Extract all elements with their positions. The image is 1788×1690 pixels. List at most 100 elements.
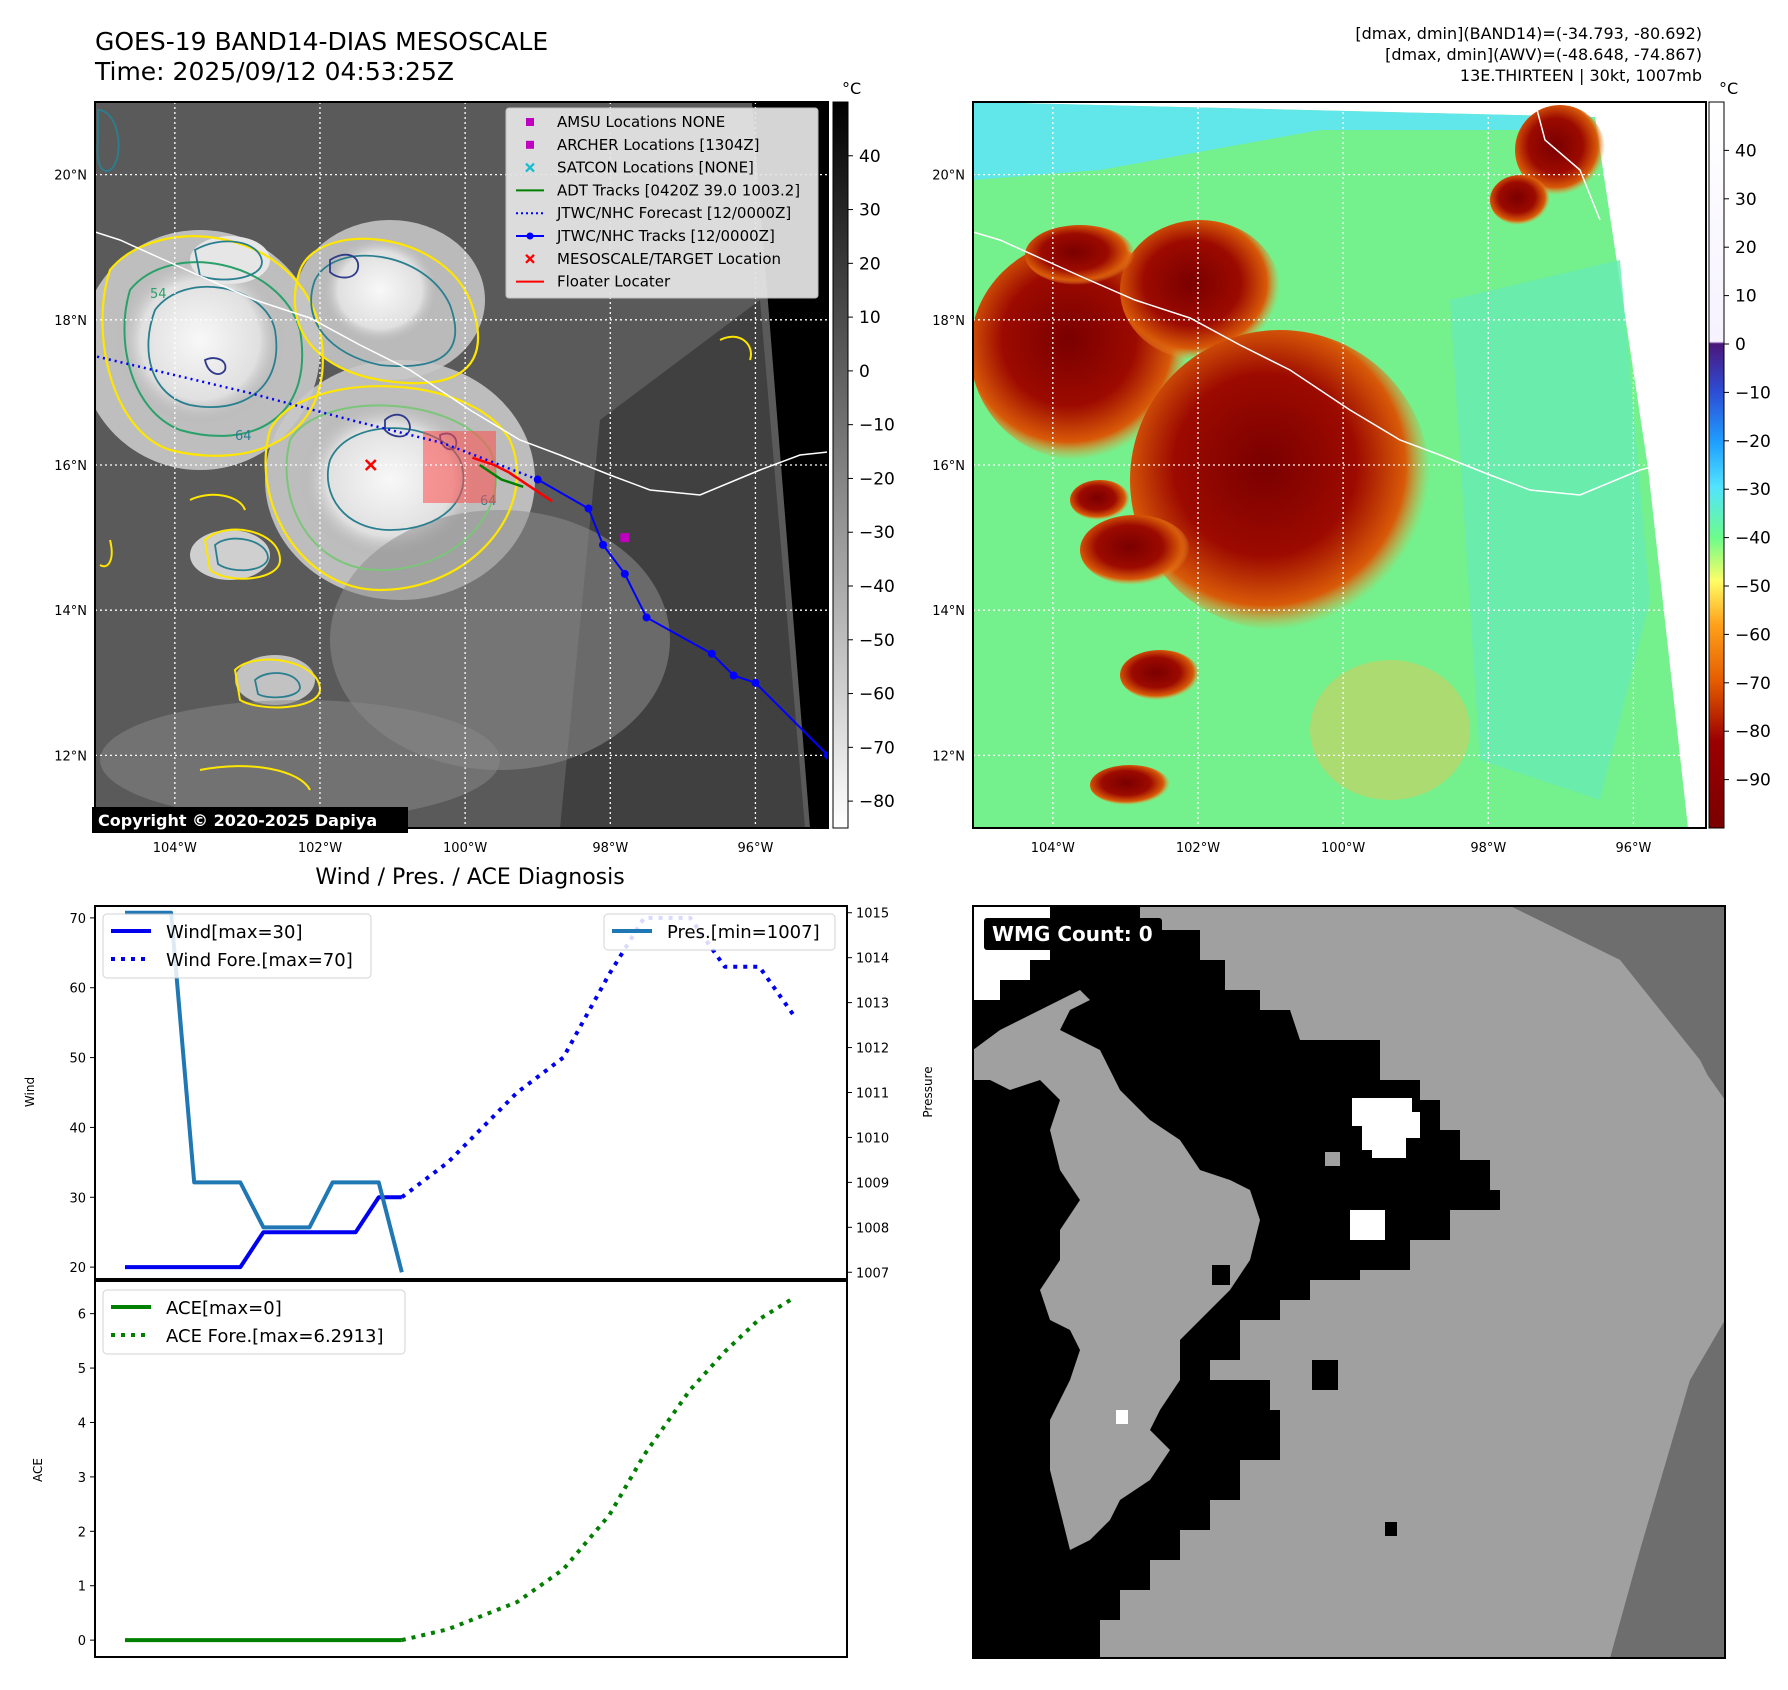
y-tick-label: 50 <box>69 1052 86 1067</box>
stats-band14: [dmax, dmin](BAND14)=(-34.793, -80.692) <box>1355 24 1702 43</box>
colorbar-tick-label: −30 <box>859 523 895 543</box>
ir-map-panel: 54 64 64 20°N18°N16°N14°N12°N 104°W102°W… <box>54 101 829 856</box>
lon-label: 102°W <box>298 841 342 856</box>
colorbar-tick-label: −30 <box>1735 480 1771 500</box>
y-tick-label: 1014 <box>856 952 889 967</box>
colorbar-tick-label: 20 <box>1735 238 1757 258</box>
lat-label: 12°N <box>54 749 87 764</box>
best-track-point <box>620 569 629 578</box>
colorbar-tick-label: −40 <box>1735 529 1771 549</box>
legend-label: ARCHER Locations [1304Z] <box>557 136 760 154</box>
best-track-point <box>751 678 760 687</box>
y-tick-label: 4 <box>78 1416 86 1431</box>
wind-legend: Wind[max=30] Wind Fore.[max=70] <box>102 913 372 979</box>
legend-label: JTWC/NHC Tracks [12/0000Z] <box>556 227 775 245</box>
colorbar-tick-label: −90 <box>1735 771 1771 791</box>
best-track-point <box>533 475 542 484</box>
awv-map-panel: 20°N 18°N 16°N 14°N 12°N 104°W 102°W 100°W 98°W… <box>932 101 1707 856</box>
colorbar-tick-label: −80 <box>859 792 895 812</box>
pressure-legend: Pres.[min=1007] <box>603 913 836 951</box>
copyright-text: Copyright © 2020-2025 Dapiya <box>98 811 377 830</box>
legend-item: MESOSCALE/TARGET Location <box>525 250 781 268</box>
archer-location-marker <box>620 533 630 543</box>
colorbar-tick-label: 40 <box>859 147 881 167</box>
lat-label: 16°N <box>54 459 87 474</box>
y-tick-label: 5 <box>78 1362 86 1377</box>
legend-pressure: Pres.[min=1007] <box>667 922 820 943</box>
diagnosis-title: Wind / Pres. / ACE Diagnosis <box>315 865 624 890</box>
legend-item: ADT Tracks [0420Z 39.0 1003.2] <box>516 181 800 199</box>
wind-pressure-chart: Wind Pressure 20 30 40 50 60 70 1007 1008 1009 1… <box>23 905 935 1281</box>
best-track-point <box>642 613 651 622</box>
wmg-white-region <box>1352 1098 1420 1158</box>
ir-lon-labels: 104°W 102°W 100°W 98°W 96°W <box>153 841 774 856</box>
y-tick-label: 0 <box>78 1634 86 1649</box>
colorbar-tick-label: −50 <box>859 631 895 651</box>
lat-label: 14°N <box>932 604 965 619</box>
legend-item: ARCHER Locations [1304Z] <box>526 136 760 154</box>
legend-label: AMSU Locations NONE <box>557 113 725 131</box>
target-location-marker <box>364 459 377 471</box>
ace-ylabel: ACE <box>31 1458 45 1482</box>
y-tick-label: 30 <box>69 1191 86 1206</box>
legend-label: MESOSCALE/TARGET Location <box>557 250 781 268</box>
legend-item: SATCON Locations [NONE] <box>525 159 754 177</box>
legend-label: SATCON Locations [NONE] <box>557 159 754 177</box>
awv-colorbar-bar <box>1708 101 1725 829</box>
best-track-point <box>599 540 608 549</box>
legend-dot-icon <box>526 232 534 240</box>
best-track-point <box>584 504 593 513</box>
lon-label: 100°W <box>1321 841 1365 856</box>
colorbar-tick-label: 0 <box>1735 335 1746 355</box>
copyright-badge <box>92 807 408 833</box>
y-tick-label: 2 <box>78 1525 86 1540</box>
lon-label: 98°W <box>1470 841 1506 856</box>
y-tick-label: 20 <box>69 1261 86 1276</box>
y-tick-label: 1008 <box>856 1221 889 1236</box>
y-tick-label: 1007 <box>856 1266 889 1281</box>
colorbar-tick-label: −40 <box>859 577 895 597</box>
lon-label: 96°W <box>737 841 773 856</box>
y-tick-label: 1013 <box>856 997 889 1012</box>
y-tick-label: 1012 <box>856 1042 889 1057</box>
y-tick-label: 40 <box>69 1121 86 1136</box>
legend-item: AMSU Locations NONE <box>526 113 725 131</box>
wind-ylabel: Wind <box>23 1077 37 1107</box>
y-tick-label: 1010 <box>856 1131 889 1146</box>
wmg-count-label: WMG Count: 0 <box>992 922 1153 946</box>
awv-colorbar: °C 40 30 20 10 0 −10 −20 −30 −40 −50 −60 −70 −80 −90 <box>1708 79 1771 829</box>
best-track-point <box>707 649 716 658</box>
stats-awv: [dmax, dmin](AWV)=(-48.648, -74.867) <box>1385 45 1702 64</box>
colorbar-tick-label: 10 <box>1735 287 1757 307</box>
wmg-white-region <box>1350 1210 1385 1240</box>
legend-x-icon <box>525 253 535 264</box>
colorbar-tick-label: −70 <box>859 738 895 758</box>
lon-label: 104°W <box>153 841 197 856</box>
lon-label: 104°W <box>1031 841 1075 856</box>
lat-label: 18°N <box>54 314 87 329</box>
legend-square-icon <box>526 140 534 149</box>
ir-tracks <box>95 354 828 760</box>
colorbar-tick-label: 40 <box>1735 141 1757 161</box>
lat-label: 14°N <box>54 604 87 619</box>
ace-legend: ACE[max=0] ACE Fore.[max=6.2913] <box>102 1289 406 1355</box>
forecast-series-line <box>401 1296 795 1643</box>
wmg-gray-intrusion <box>973 990 1260 1550</box>
colorbar-tick-label: −10 <box>1735 383 1771 403</box>
y-tick-label: 1011 <box>856 1087 889 1102</box>
header-time: Time: 2025/09/12 04:53:25Z <box>94 57 454 86</box>
colorbar-tick-label: −50 <box>1735 577 1771 597</box>
legend-ace-forecast: ACE Fore.[max=6.2913] <box>166 1326 384 1347</box>
lon-label: 96°W <box>1615 841 1651 856</box>
legend-square-icon <box>526 118 534 126</box>
header-title: GOES-19 BAND14-DIAS MESOSCALE <box>95 27 548 56</box>
floater-track <box>471 456 553 503</box>
legend-x-icon <box>525 162 535 173</box>
awv-coastline <box>973 231 1706 496</box>
colorbar-tick-label: −60 <box>859 685 895 705</box>
lat-label: 18°N <box>932 314 965 329</box>
awv-gridlines <box>973 102 1706 828</box>
colorbar-tick-label: −10 <box>859 416 895 436</box>
legend-wind: Wind[max=30] <box>166 922 303 943</box>
ir-map-frame <box>94 101 829 829</box>
